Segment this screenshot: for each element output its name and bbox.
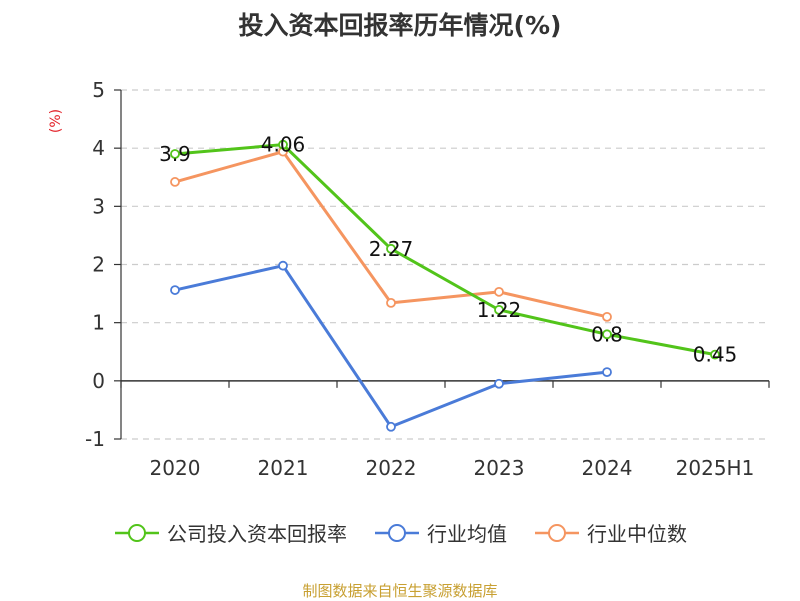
axes: 5 4 3 2 1 0 -1 2020 2021 2022 2023 2024 2025H1 bbox=[85, 78, 770, 480]
data-label: 3.9 bbox=[159, 142, 191, 166]
y-tick-label: 1 bbox=[92, 311, 105, 335]
data-point bbox=[278, 139, 288, 150]
y-tick-label: 4 bbox=[92, 136, 105, 160]
legend-swatch-icon bbox=[115, 523, 159, 542]
series-line-0 bbox=[174, 143, 716, 357]
legend: 公司投入资本回报率 行业均值 行业中位数 bbox=[0, 518, 800, 547]
data-point bbox=[386, 297, 396, 308]
series-line-1 bbox=[174, 264, 608, 429]
data-label: 1.22 bbox=[477, 298, 522, 322]
data-point bbox=[602, 329, 612, 340]
y-tick-label: 0 bbox=[92, 369, 105, 393]
source-note: 制图数据来自恒生聚源数据库 bbox=[302, 582, 498, 600]
data-point bbox=[278, 260, 288, 271]
data-point bbox=[386, 243, 396, 254]
x-tick-label: 2023 bbox=[474, 456, 525, 480]
chart-title: 投入资本回报率历年情况(%) bbox=[238, 11, 562, 40]
x-tick-label: 2021 bbox=[258, 456, 309, 480]
y-tick-label: 3 bbox=[92, 194, 105, 218]
data-point bbox=[170, 149, 180, 159]
data-labels: 3.9 4.06 2.27 1.22 0.8 0.45 bbox=[159, 133, 737, 367]
x-tick-label: 2025H1 bbox=[676, 456, 755, 480]
legend-swatch-icon bbox=[375, 523, 419, 542]
data-point bbox=[170, 177, 180, 187]
y-tick-label: 5 bbox=[92, 78, 105, 102]
legend-label: 行业均值 bbox=[427, 522, 507, 546]
series-line-2 bbox=[174, 150, 608, 319]
data-point bbox=[170, 285, 180, 295]
data-point bbox=[494, 378, 504, 389]
data-point bbox=[602, 367, 612, 378]
data-point bbox=[386, 421, 396, 432]
x-tick-label: 2024 bbox=[582, 456, 633, 480]
legend-item-0[interactable]: 公司投入资本回报率 bbox=[113, 518, 347, 547]
legend-swatch-icon bbox=[535, 523, 579, 542]
data-label: 0.8 bbox=[591, 322, 623, 346]
data-point bbox=[494, 304, 504, 315]
grid-lines bbox=[121, 89, 769, 440]
y-tick-label: 2 bbox=[92, 253, 105, 277]
legend-item-1[interactable]: 行业均值 bbox=[373, 518, 507, 547]
legend-label: 公司投入资本回报率 bbox=[167, 522, 347, 546]
y-tick-label: -1 bbox=[85, 427, 105, 451]
legend-label: 行业中位数 bbox=[587, 522, 687, 546]
legend-item-2[interactable]: 行业中位数 bbox=[533, 518, 687, 547]
series-group bbox=[170, 139, 720, 432]
data-point bbox=[602, 311, 612, 322]
x-tick-label: 2022 bbox=[366, 456, 417, 480]
data-point bbox=[494, 286, 504, 297]
data-point bbox=[710, 349, 720, 360]
data-label: 0.45 bbox=[693, 343, 738, 367]
data-label: 2.27 bbox=[369, 237, 414, 261]
x-tick-label: 2020 bbox=[150, 456, 201, 480]
data-label: 4.06 bbox=[261, 133, 306, 157]
